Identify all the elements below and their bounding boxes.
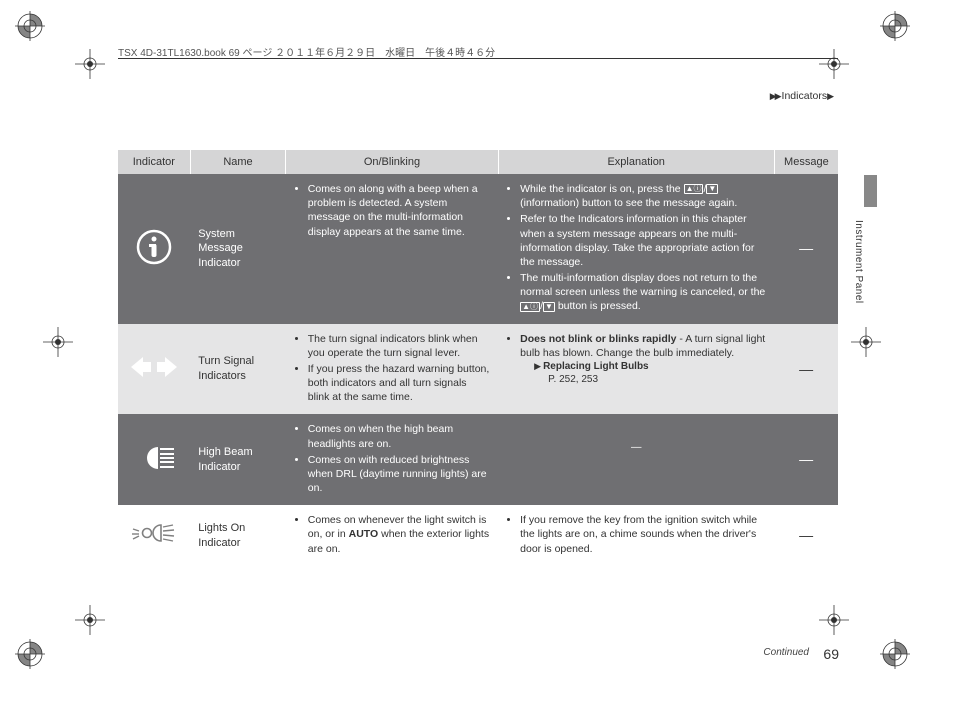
indicator-name: Turn Signal Indicators (190, 324, 286, 415)
message-cell: — (774, 414, 838, 505)
onblinking-cell: Comes on along with a beep when a proble… (286, 174, 498, 324)
breadcrumb-arrows: ▶▶ (770, 91, 780, 101)
breadcrumb-tail: ▶ (827, 91, 832, 101)
crop-target-icon (880, 639, 910, 669)
section-tab-label: Instrument Panel (853, 220, 864, 304)
indicator-name: System Message Indicator (190, 174, 286, 324)
table-row: System Message IndicatorComes on along w… (118, 174, 838, 324)
explanation-cell: If you remove the key from the ignition … (498, 505, 774, 566)
high-beam-icon (118, 414, 190, 505)
breadcrumb-label: Indicators (782, 90, 828, 102)
indicators-table: Indicator Name On/Blinking Explanation M… (118, 150, 838, 566)
indicator-name: High Beam Indicator (190, 414, 286, 505)
page-number: 69 (823, 646, 839, 662)
print-header: TSX 4D-31TL1630.book 69 ページ ２０１１年６月２９日 水… (118, 44, 495, 59)
crop-target-icon (15, 11, 45, 41)
indicator-name: Lights On Indicator (190, 505, 286, 566)
side-tab-marker (864, 175, 877, 207)
crop-target-icon (880, 11, 910, 41)
onblinking-cell: Comes on whenever the light switch is on… (286, 505, 498, 566)
table-row: High Beam IndicatorComes on when the hig… (118, 414, 838, 505)
registration-mark-icon (851, 327, 881, 357)
table-header-row: Indicator Name On/Blinking Explanation M… (118, 150, 838, 174)
col-onblinking: On/Blinking (286, 150, 498, 174)
explanation-cell: Does not blink or blinks rapidly - A tur… (498, 324, 774, 415)
table-row: Lights On IndicatorComes on whenever the… (118, 505, 838, 566)
onblinking-cell: Comes on when the high beam headlights a… (286, 414, 498, 505)
explanation-cell: While the indicator is on, press the ▲ⓘ/… (498, 174, 774, 324)
table-row: Turn Signal IndicatorsThe turn signal in… (118, 324, 838, 415)
registration-mark-icon (43, 327, 73, 357)
onblinking-cell: The turn signal indicators blink when yo… (286, 324, 498, 415)
lights-on-icon (118, 505, 190, 566)
info-circle-icon (118, 174, 190, 324)
registration-mark-icon (819, 49, 849, 79)
col-name: Name (190, 150, 286, 174)
registration-mark-icon (75, 605, 105, 635)
indicators-table-wrap: Indicator Name On/Blinking Explanation M… (118, 150, 838, 566)
breadcrumb: ▶▶Indicators▶ (770, 90, 834, 102)
turn-signals-icon (118, 324, 190, 415)
message-cell: — (774, 505, 838, 566)
col-message: Message (774, 150, 838, 174)
registration-mark-icon (819, 605, 849, 635)
crop-target-icon (15, 639, 45, 669)
explanation-cell: — (498, 414, 774, 505)
header-rule (118, 58, 838, 59)
continued-label: Continued (763, 647, 809, 658)
message-cell: — (774, 174, 838, 324)
col-explanation: Explanation (498, 150, 774, 174)
col-indicator: Indicator (118, 150, 190, 174)
registration-mark-icon (75, 49, 105, 79)
message-cell: — (774, 324, 838, 415)
